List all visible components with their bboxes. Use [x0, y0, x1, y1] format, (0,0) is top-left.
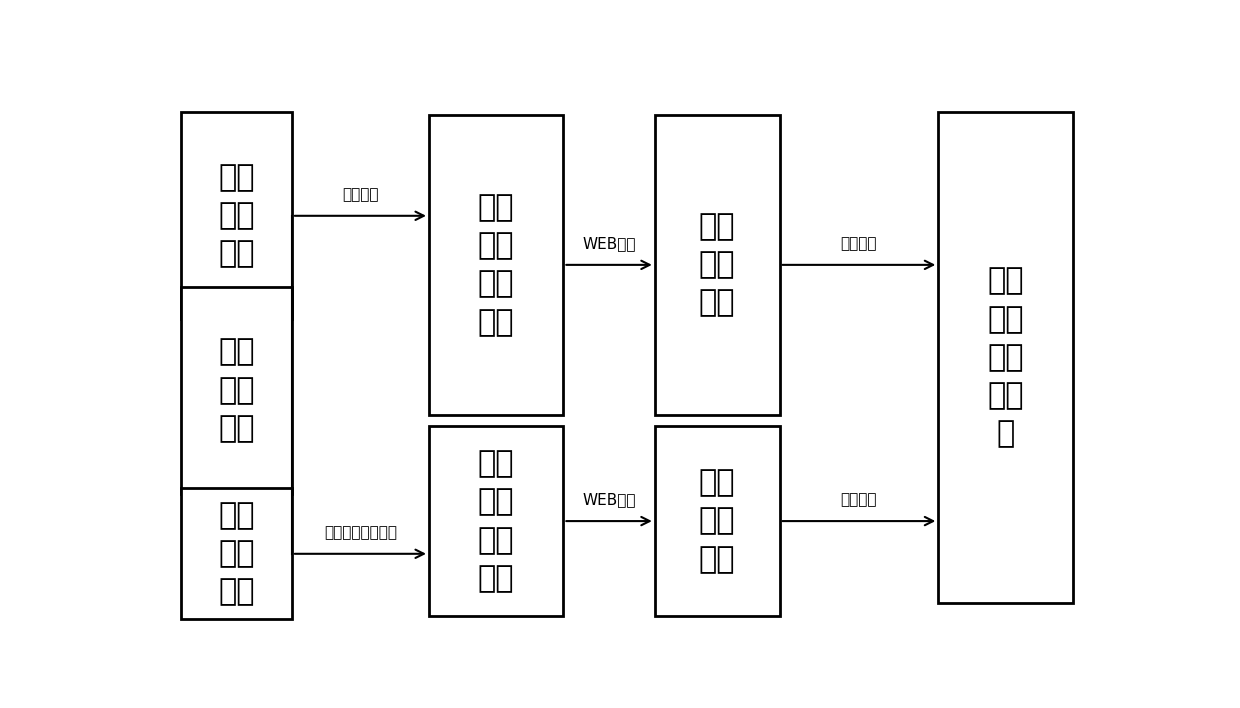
Text: 离线
数据
文件: 离线 数据 文件: [699, 469, 735, 573]
Bar: [429, 426, 563, 617]
Text: 事件
记录
文件
生成: 事件 记录 文件 生成: [477, 193, 515, 337]
Bar: [939, 113, 1073, 603]
Text: 故障触发保护动作: 故障触发保护动作: [324, 525, 397, 540]
Text: 专用软件: 专用软件: [841, 236, 877, 251]
Text: 数据
整理
文件
生成: 数据 整理 文件 生成: [477, 450, 515, 593]
Bar: [181, 287, 291, 494]
Text: WEB界面: WEB界面: [583, 493, 636, 508]
Bar: [181, 113, 291, 319]
Text: 实时
数据
采集: 实时 数据 采集: [218, 501, 255, 607]
Text: 波形
及事
件记
录查
看: 波形 及事 件记 录查 看: [987, 267, 1024, 448]
Text: 信号变化: 信号变化: [342, 187, 378, 202]
Text: 离线
数据
文件: 离线 数据 文件: [699, 212, 735, 318]
Text: 保护
逻辑
运算: 保护 逻辑 运算: [218, 338, 255, 443]
Text: 专用软件: 专用软件: [841, 493, 877, 508]
Text: 基本
逻辑
控制: 基本 逻辑 控制: [218, 163, 255, 268]
Bar: [655, 115, 780, 415]
Bar: [655, 426, 780, 617]
Text: WEB界面: WEB界面: [583, 236, 636, 251]
Bar: [429, 115, 563, 415]
Bar: [181, 489, 291, 620]
